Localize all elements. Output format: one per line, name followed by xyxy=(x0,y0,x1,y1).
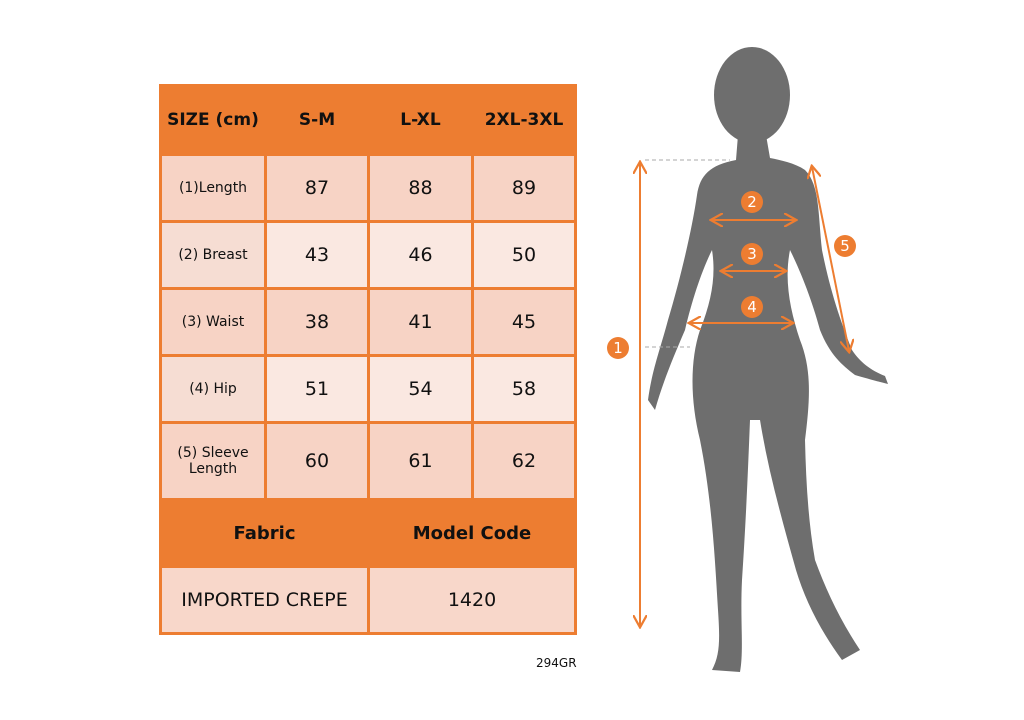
cell: 58 xyxy=(471,354,577,424)
row-label: (5) Sleeve Length xyxy=(159,421,267,501)
cell: 41 xyxy=(367,287,474,357)
cell: 50 xyxy=(471,220,577,290)
cell: 43 xyxy=(264,220,370,290)
table-row: (3) Waist 38 41 45 xyxy=(159,287,577,357)
body-measurement-figure: 1 2 3 4 5 xyxy=(607,47,888,672)
cell: 88 xyxy=(367,153,474,223)
cell: 89 xyxy=(471,153,577,223)
marker-3: 3 xyxy=(747,245,757,263)
fabric-value: IMPORTED CREPE xyxy=(159,565,370,635)
table-row: (5) Sleeve Length 60 61 62 xyxy=(159,421,577,501)
fabric-label: Fabric xyxy=(159,498,370,568)
header-size: SIZE (cm) xyxy=(159,84,267,156)
cell: 60 xyxy=(264,421,370,501)
header-s-m: S-M xyxy=(264,84,370,156)
header-l-xl: L-XL xyxy=(367,84,474,156)
row-label: (3) Waist xyxy=(159,287,267,357)
silhouette xyxy=(648,47,888,672)
cell: 51 xyxy=(264,354,370,424)
marker-5: 5 xyxy=(840,237,850,255)
fabric-value-row: IMPORTED CREPE 1420 xyxy=(159,565,577,635)
cell: 46 xyxy=(367,220,474,290)
fabric-header-row: Fabric Model Code xyxy=(159,498,577,568)
row-label: (1)Length xyxy=(159,153,267,223)
measurement-markers: 1 2 3 4 5 xyxy=(607,191,856,359)
cell: 61 xyxy=(367,421,474,501)
row-label: (2) Breast xyxy=(159,220,267,290)
model-code-label: Model Code xyxy=(367,498,577,568)
sleeve-arrow xyxy=(812,167,849,351)
header-2xl-3xl: 2XL-3XL xyxy=(471,84,577,156)
product-code: 294GR xyxy=(536,656,577,670)
table-row: (4) Hip 51 54 58 xyxy=(159,354,577,424)
size-chart-table: SIZE (cm) S-M L-XL 2XL-3XL (1)Length 87 … xyxy=(159,84,577,635)
table-header-row: SIZE (cm) S-M L-XL 2XL-3XL xyxy=(159,84,577,156)
cell: 45 xyxy=(471,287,577,357)
measurement-guides xyxy=(640,159,849,626)
marker-2: 2 xyxy=(747,193,757,211)
cell: 54 xyxy=(367,354,474,424)
table-row: (1)Length 87 88 89 xyxy=(159,153,577,223)
cell: 38 xyxy=(264,287,370,357)
cell: 62 xyxy=(471,421,577,501)
table-row: (2) Breast 43 46 50 xyxy=(159,220,577,290)
marker-4: 4 xyxy=(747,298,757,316)
row-label: (4) Hip xyxy=(159,354,267,424)
cell: 87 xyxy=(264,153,370,223)
marker-1: 1 xyxy=(613,339,623,357)
model-code-value: 1420 xyxy=(367,565,577,635)
